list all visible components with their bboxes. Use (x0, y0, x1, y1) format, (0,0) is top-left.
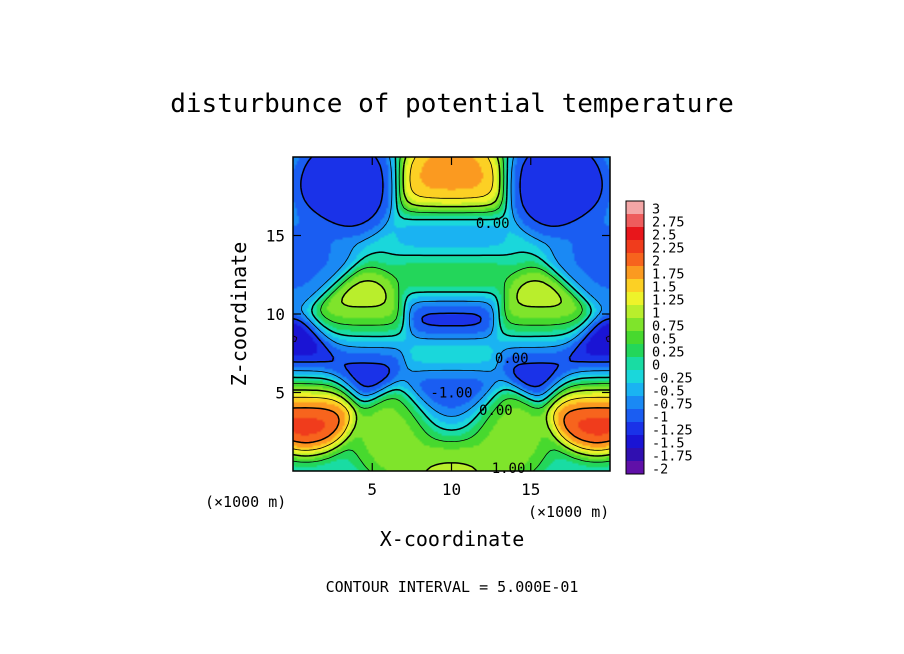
contour-line (292, 156, 611, 417)
colorbar-swatch (626, 383, 644, 397)
colorbar-label: -2 (652, 462, 668, 478)
colorbar-swatch (626, 279, 644, 293)
colorbar-label: 0 (652, 358, 660, 374)
colorbar-label: 2.5 (652, 228, 676, 244)
colorbar-label: -0.5 (652, 384, 685, 400)
colorbar-label: 2 (652, 254, 660, 270)
contour-interval-note: CONTOUR INTERVAL = 5.000E-01 (326, 578, 579, 596)
colorbar-label: -0.75 (652, 397, 693, 413)
colorbar-swatch (626, 253, 644, 267)
contour-line (292, 156, 611, 451)
colorbar-swatch (626, 422, 644, 436)
contour-line (292, 407, 611, 444)
colorbar-swatch (626, 266, 644, 280)
x-unit-right: (×1000 m) (528, 503, 609, 521)
colorbar-swatch (626, 305, 644, 319)
colorbar-swatch (626, 409, 644, 423)
axis-ticks: 5 10 15 5 10 15 (266, 157, 610, 499)
contour-line (292, 156, 611, 388)
contour-lines (292, 156, 611, 472)
colorbar-swatch (626, 357, 644, 371)
colorbar-swatch (626, 461, 644, 475)
x-unit-left: (×1000 m) (205, 493, 286, 511)
y-tick-label: 5 (275, 384, 285, 403)
contour-label: 1.00 (492, 461, 526, 477)
colorbar-swatch (626, 240, 644, 254)
colorbar-label: -1.75 (652, 449, 693, 465)
x-tick-label: 10 (442, 480, 461, 499)
colorbar-swatch (626, 396, 644, 410)
colorbar-swatch (626, 370, 644, 384)
chart-title: disturbunce of potential temperature (170, 89, 734, 119)
contour-labels: 0.00 0.00 0.00 -1.00 1.00 (430, 216, 528, 477)
x-axis-label: X-coordinate (380, 527, 525, 551)
colorbar-label: 1.5 (652, 280, 676, 296)
colorbar-swatch (626, 331, 644, 345)
contour-line (292, 156, 611, 431)
colorbar-label: -0.25 (652, 371, 693, 387)
colorbar-label: 1.25 (652, 293, 685, 309)
colorbar-label: 1 (652, 306, 660, 322)
colorbar-swatch (626, 344, 644, 358)
colorbar-label: -1.25 (652, 423, 693, 439)
colorbar-swatch (626, 214, 644, 228)
contour-label: 0.00 (476, 216, 510, 232)
contour-line (292, 156, 611, 472)
x-tick-label: 5 (367, 480, 377, 499)
colorbar-label: 1.75 (652, 267, 685, 283)
contour-line (292, 156, 611, 472)
colorbar-swatch (626, 448, 644, 462)
contour-label: -1.00 (430, 386, 472, 402)
colorbar-label: 0.5 (652, 332, 676, 348)
colorbar-label: 0.25 (652, 345, 685, 361)
colorbar-swatch (626, 201, 644, 215)
y-axis-label: Z-coordinate (227, 242, 251, 387)
colorbar-label: -1 (652, 410, 668, 426)
colorbar-label: 3 (652, 202, 660, 218)
y-tick-label: 10 (266, 305, 285, 324)
contour-label: 0.00 (479, 403, 513, 419)
y-tick-label: 15 (266, 227, 285, 246)
colorbar: 32.752.52.2521.751.51.2510.750.50.250-0.… (625, 200, 693, 478)
colorbar-swatch (626, 318, 644, 332)
colorbar-swatch (626, 435, 644, 449)
colorbar-label: 0.75 (652, 319, 685, 335)
colorbar-label: -1.5 (652, 436, 685, 452)
colorbar-label: 2.25 (652, 241, 685, 257)
plot-area: 0.00 0.00 0.00 -1.00 1.00 5 10 15 5 10 15 (266, 156, 611, 499)
colorbar-swatch (626, 292, 644, 306)
colorbar-swatch (626, 227, 644, 241)
colorbar-label: 2.75 (652, 215, 685, 231)
x-tick-label: 15 (521, 480, 540, 499)
colorbar-frame (625, 200, 645, 475)
contour-label: 0.00 (495, 351, 529, 367)
contour-line (292, 335, 611, 343)
